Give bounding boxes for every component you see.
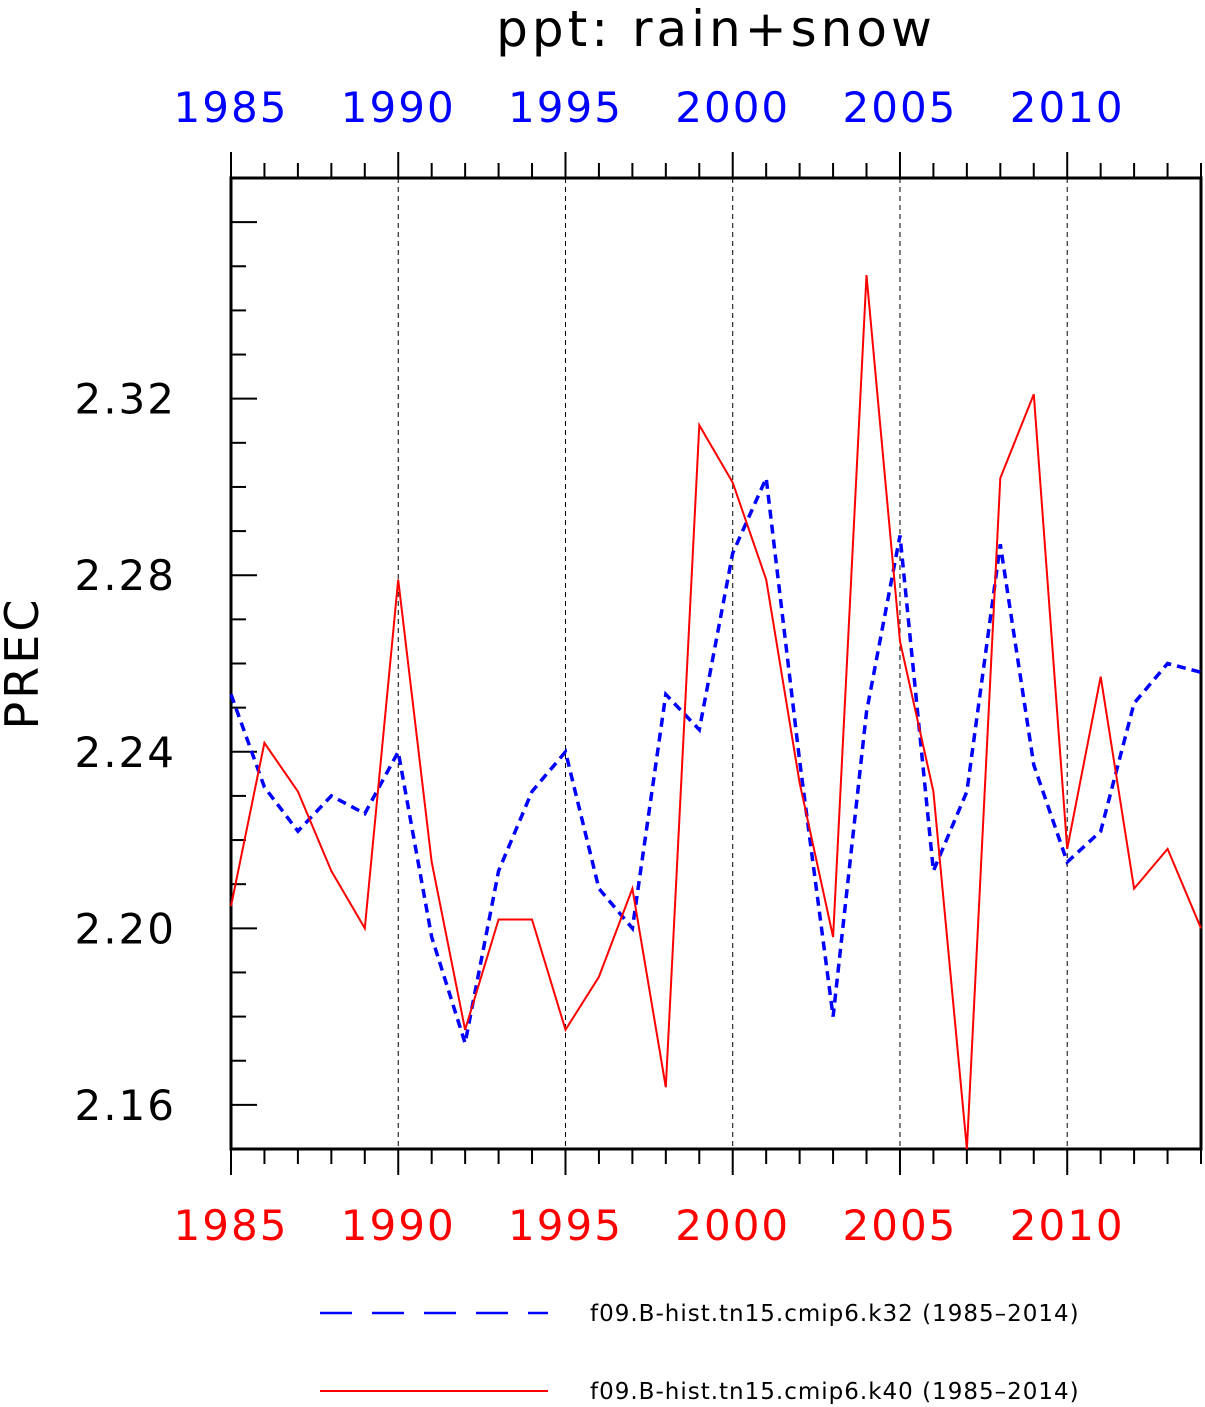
legend-label-1: f09.B-hist.tn15.cmip6.k32 (1985–2014)	[590, 1301, 1080, 1327]
x-top-tick-label: 2000	[675, 83, 790, 132]
x-bottom-tick-label: 2010	[1010, 1201, 1125, 1250]
top-axis-tick-labels: 1985 1990 1995 2000 2005 2010	[174, 83, 1125, 132]
chart-title: ppt: rain+snow	[496, 0, 936, 58]
legend: f09.B-hist.tn15.cmip6.k32 (1985–2014) f09…	[320, 1301, 1080, 1405]
y-axis-tick-labels: 2.16 2.20 2.24 2.28 2.32	[74, 375, 176, 1130]
x-top-tick-label: 2010	[1010, 83, 1125, 132]
x-bottom-tick-label: 2005	[843, 1201, 958, 1250]
y-axis-label: PREC	[0, 597, 49, 730]
y-tick-label: 2.24	[74, 728, 176, 777]
x-top-tick-label: 2005	[843, 83, 958, 132]
y-tick-label: 2.16	[74, 1081, 176, 1130]
bottom-axis-tick-labels: 1985 1990 1995 2000 2005 2010	[174, 1201, 1125, 1250]
x-top-tick-label: 1990	[341, 83, 456, 132]
series-lines	[229, 275, 1202, 1150]
x-bottom-tick-label: 1995	[508, 1201, 623, 1250]
plot-frame	[229, 176, 1203, 1151]
y-tick-label: 2.20	[74, 904, 176, 953]
x-bottom-tick-label: 1990	[341, 1201, 456, 1250]
gridlines	[397, 178, 1068, 1149]
x-top-tick-label: 1985	[174, 83, 289, 132]
x-top-tick-label: 1995	[508, 83, 623, 132]
x-bottom-tick-label: 2000	[675, 1201, 790, 1250]
y-tick-label: 2.32	[74, 375, 176, 424]
y-tick-label: 2.28	[74, 551, 176, 600]
series-line-1	[229, 471, 1202, 1044]
series-line-2	[230, 275, 1202, 1150]
axis-ticks	[230, 152, 1202, 1175]
x-bottom-tick-label: 1985	[174, 1201, 289, 1250]
legend-label-2: f09.B-hist.tn15.cmip6.k40 (1985–2014)	[590, 1379, 1080, 1405]
